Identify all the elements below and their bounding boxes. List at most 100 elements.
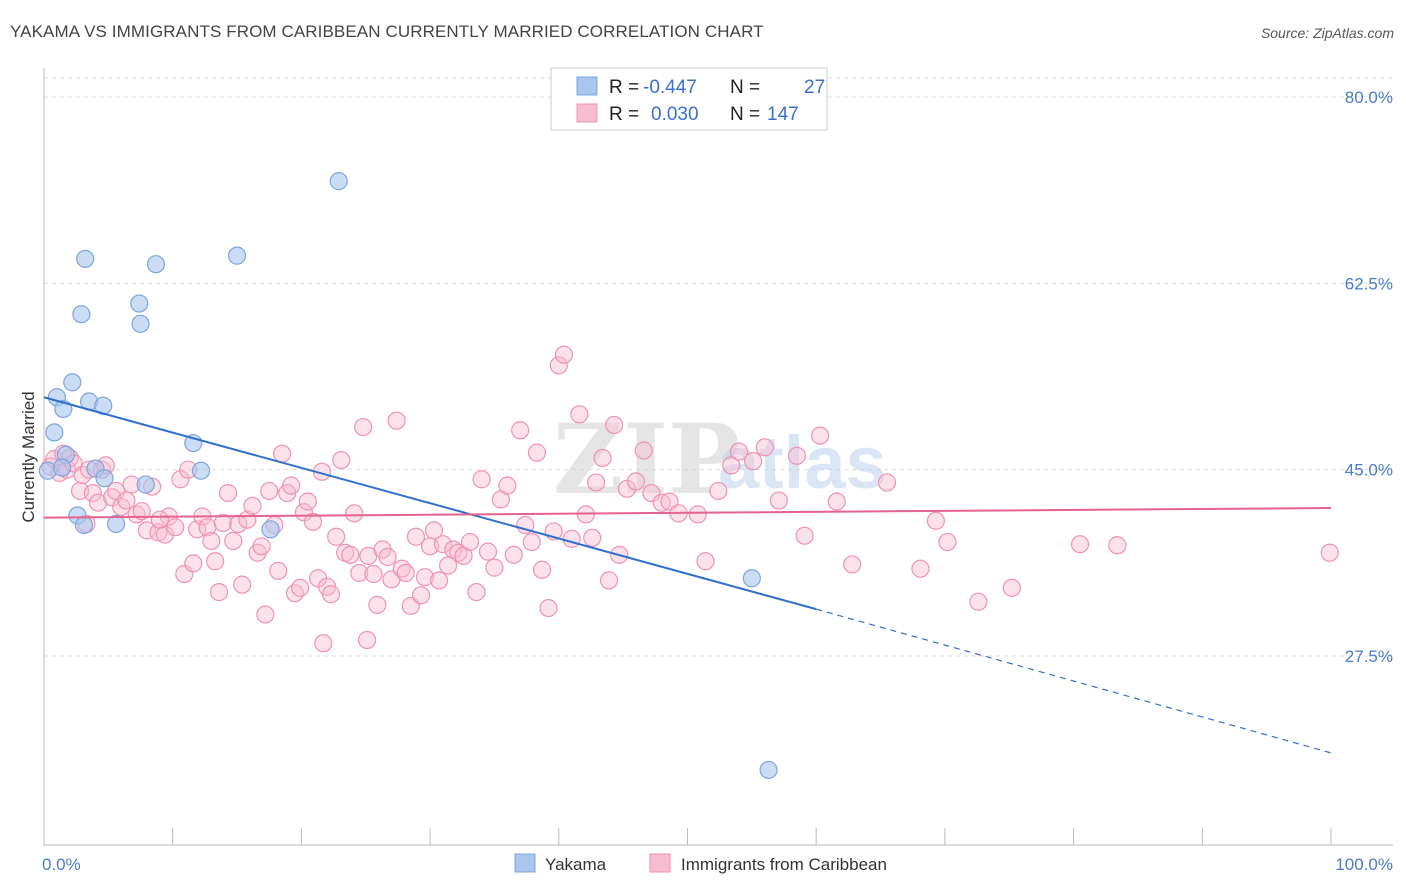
caribbean-point [1320,543,1339,562]
caribbean-point [354,417,373,437]
legend-r-label-1: R = [609,77,639,98]
caribbean-point [605,415,624,435]
caribbean-point [298,492,317,511]
caribbean-point [1108,536,1127,555]
yakama-point [52,458,72,477]
y-tick-label: 27.5% [1345,647,1393,666]
caribbean-point [769,491,788,510]
caribbean-point [527,443,547,462]
caribbean-point [688,505,707,524]
axes [43,68,1393,846]
caribbean-point [424,521,444,540]
caribbean-point [83,483,103,503]
caribbean-point [593,448,612,468]
caribbean-point [282,476,301,495]
caribbean-point [969,592,988,611]
yakama-point [329,172,348,191]
caribbean-trend-line [43,506,1332,519]
caribbean-point [256,605,275,624]
caribbean-point [321,585,341,604]
caribbean-point [460,532,480,552]
caribbean-point [415,568,435,587]
caribbean-point [755,438,774,457]
caribbean-point [877,473,897,492]
yakama-trend-extension [816,608,1332,754]
yakama-point [74,515,93,535]
yakama-point [45,423,64,442]
caribbean-point [378,547,397,567]
caribbean-point [411,586,431,605]
caribbean-point [587,473,606,492]
caribbean-point [843,555,862,574]
grid-lines [44,77,1393,657]
yakama-point [227,246,247,265]
x-tick-label: 0.0% [42,855,81,874]
yakama-point [261,520,280,539]
caribbean-point [522,532,541,552]
caribbean-point [252,537,271,556]
bottom-legend-swatch-caribbean [649,853,671,873]
caribbean-point [634,441,653,460]
trend-lines [43,396,1332,754]
caribbean-point [127,505,146,524]
legend-n-label-1: N = [730,77,760,98]
yakama-point [146,255,166,274]
legend-n-label-2: N = [730,104,760,125]
source-label: Source: ZipAtlas.com [1260,25,1394,41]
caribbean-point [303,512,323,531]
caribbean-point [88,493,108,512]
caribbean-point [652,493,671,512]
caribbean-point [171,470,190,489]
caribbean-point [449,543,468,562]
caribbean-point [626,472,646,491]
yakama-point [136,475,155,494]
caribbean-point [357,630,377,650]
caribbean-point [485,558,504,577]
legend-r-label-2: R = [609,104,639,125]
yakama-trend-line [43,396,817,611]
caribbean-point [150,510,169,529]
caribbean-point [444,540,463,559]
yakama-point [76,249,95,268]
caribbean-point [285,584,305,603]
yakama-point [63,373,82,392]
caribbean-points [41,345,1339,653]
caribbean-point [709,481,728,501]
legend-r-value-2: 0.030 [651,104,699,125]
caribbean-point [827,492,846,511]
caribbean-point [696,552,715,571]
legend-swatch-yakama [576,76,598,96]
yakama-point [759,760,778,780]
caribbean-point [224,531,243,551]
caribbean-point [243,496,262,515]
caribbean-point [744,452,763,471]
caribbean-point [202,531,221,551]
caribbean-point [132,502,151,521]
yakama-point [742,569,761,588]
caribbean-point [532,560,552,579]
x-axis-tick-labels: 0.0% 100.0% [42,855,1393,874]
caribbean-point [511,421,530,440]
y-tick-label: 45.0% [1345,461,1393,480]
legend-r-value-1: -0.447 [643,77,697,98]
x-axis-ticks [43,828,1332,845]
caribbean-point [549,356,568,375]
caribbean-point [209,583,229,602]
caribbean-point [272,444,292,463]
caribbean-point [137,521,157,540]
caribbean-point [795,526,814,545]
caribbean-point [269,561,288,580]
caribbean-point [314,634,333,653]
yakama-point [131,314,150,333]
caribbean-point [504,545,523,564]
yakama-point [72,305,91,324]
caribbean-point [911,559,930,578]
yakama-point [130,294,149,313]
y-axis-label: Currently Married [19,391,38,522]
caribbean-point [498,476,517,495]
caribbean-point [1070,535,1090,554]
yakama-point [106,514,126,534]
yakama-point [191,461,211,480]
caribbean-point [599,571,619,590]
